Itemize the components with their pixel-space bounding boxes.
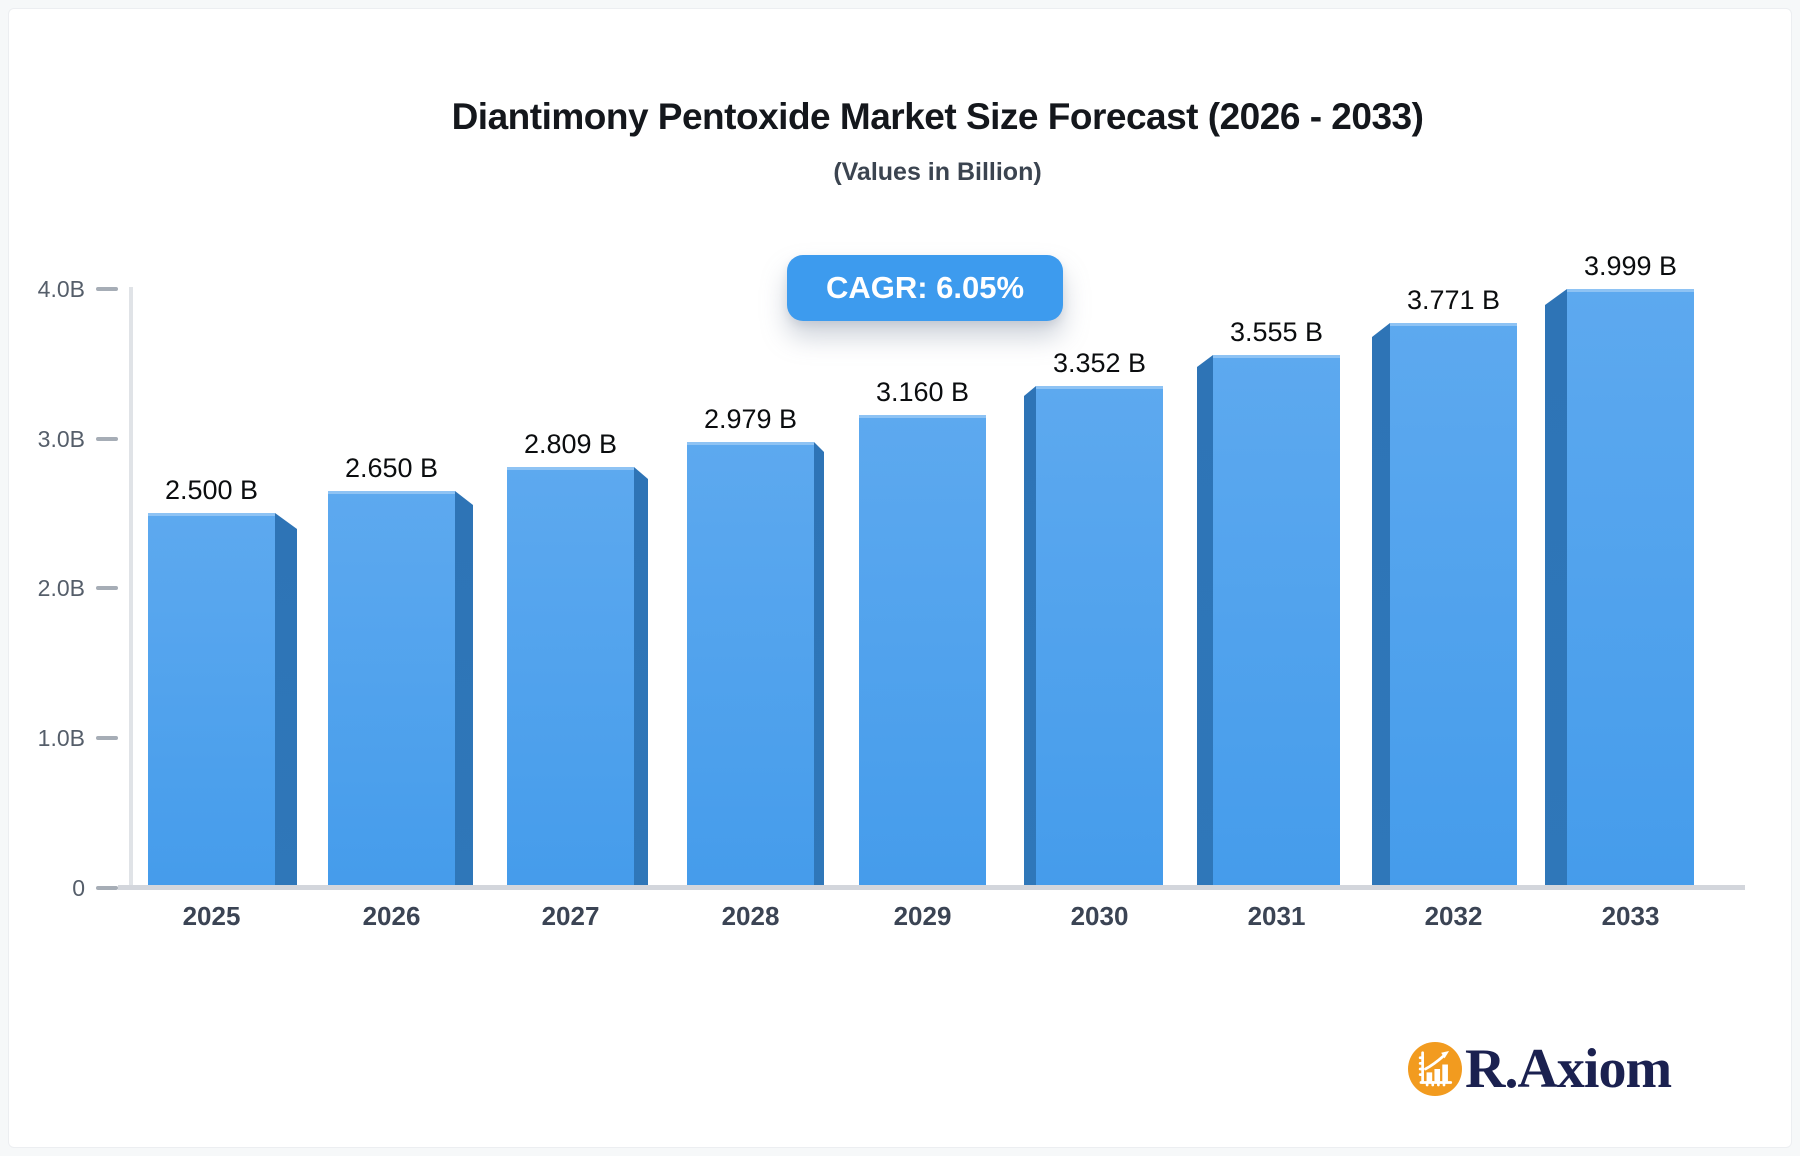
bar-3d-side — [634, 467, 648, 888]
bar — [687, 442, 814, 888]
x-axis-label: 2029 — [893, 901, 952, 931]
bar-3d-side — [1197, 355, 1213, 888]
bar — [1390, 323, 1517, 888]
bar — [148, 513, 275, 888]
x-axis-label: 2030 — [1070, 901, 1129, 931]
bar-chart-growth-icon — [1408, 1042, 1462, 1096]
bar — [859, 415, 986, 888]
x-axis-baseline — [118, 885, 1745, 890]
bar-value-label: 3.555 B — [1229, 317, 1324, 347]
bar — [1213, 355, 1340, 888]
bar-3d-side — [1545, 289, 1567, 888]
x-axis-label: 2033 — [1601, 901, 1660, 931]
x-axis-label: 2025 — [182, 901, 241, 931]
brand-logo: R.Axiom — [1408, 1038, 1672, 1100]
y-tick-mark — [96, 886, 118, 890]
y-tick-label: 4.0B — [37, 275, 85, 302]
bar-3d-side — [455, 491, 473, 888]
chart-subtitle: (Values in Billion) — [833, 158, 1042, 186]
bar — [1567, 289, 1694, 888]
bar — [1036, 386, 1163, 888]
bar-3d-side — [814, 442, 824, 888]
y-axis-line — [129, 287, 133, 886]
bar-value-label: 2.809 B — [523, 429, 618, 459]
bar-value-label: 2.650 B — [344, 453, 439, 483]
bar-value-label: 3.999 B — [1583, 251, 1678, 281]
x-axis-label: 2027 — [541, 901, 600, 931]
y-tick-label: 1.0B — [37, 725, 85, 752]
y-tick-mark — [96, 286, 118, 291]
x-axis-label: 2032 — [1424, 901, 1483, 931]
bar-value-label: 2.979 B — [703, 404, 798, 434]
bar-3d-side — [1024, 386, 1036, 888]
x-axis-label: 2031 — [1247, 901, 1306, 931]
bar-3d-side — [1372, 323, 1390, 888]
y-tick-mark — [96, 586, 118, 591]
bar-value-label: 3.771 B — [1406, 285, 1501, 315]
bar-value-label: 3.352 B — [1052, 348, 1147, 378]
brand-name: R.Axiom — [1465, 1038, 1672, 1100]
y-tick-mark — [96, 436, 118, 441]
bar — [507, 467, 634, 888]
bar-value-label: 3.160 B — [875, 377, 970, 407]
y-tick-label: 2.0B — [37, 575, 85, 602]
chart-title: Diantimony Pentoxide Market Size Forecas… — [451, 96, 1424, 137]
y-tick-label: 3.0B — [37, 425, 85, 452]
x-axis-label: 2028 — [721, 901, 780, 931]
cagr-badge: CAGR: 6.05% — [787, 255, 1063, 321]
bar-3d-side — [275, 513, 297, 888]
bar — [328, 491, 455, 888]
x-axis-label: 2026 — [362, 901, 421, 931]
y-tick-mark — [96, 736, 118, 741]
bar-value-label: 2.500 B — [164, 475, 259, 505]
y-tick-label: 0 — [72, 875, 85, 901]
